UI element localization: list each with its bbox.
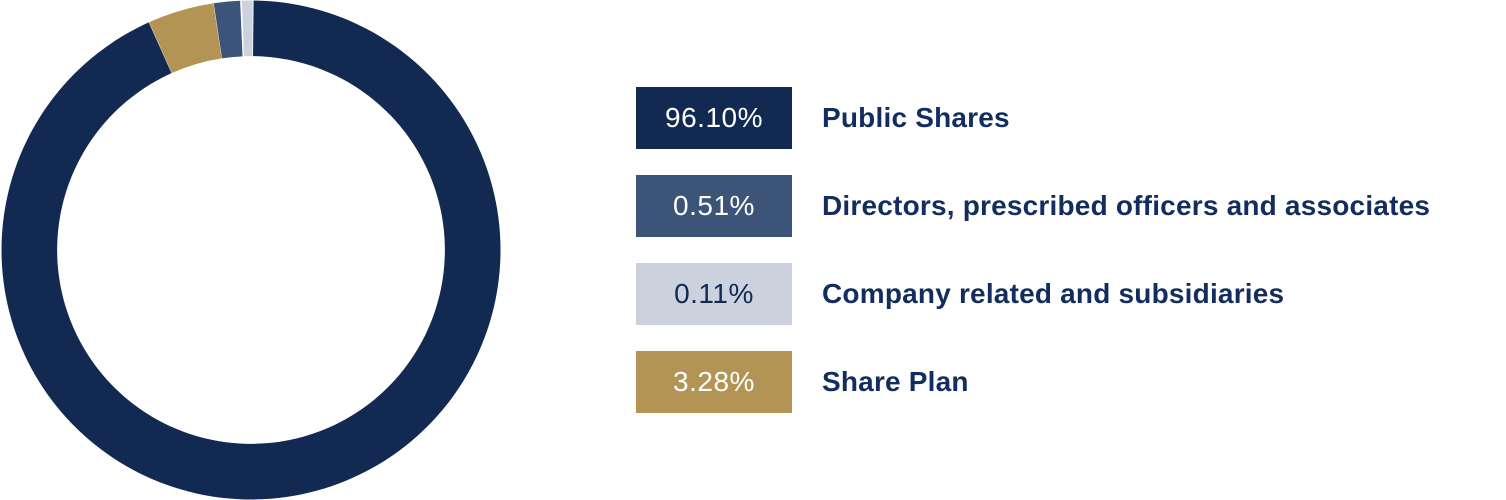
legend-label: Company related and subsidiaries <box>822 278 1285 309</box>
donut-slice-3 <box>149 3 222 74</box>
donut-slice-1 <box>213 0 243 59</box>
legend-label: Public Shares <box>822 102 1010 133</box>
legend-value-badge: 0.51% <box>636 175 792 237</box>
legend-value-badge: 3.28% <box>636 351 792 413</box>
legend-value-badge: 96.10% <box>636 87 792 149</box>
legend-label: Share Plan <box>822 366 969 397</box>
legend-label: Directors, prescribed officers and assoc… <box>822 190 1431 221</box>
donut-chart <box>0 0 502 500</box>
chart-legend: 96.10% Public Shares 0.51% Directors, pr… <box>636 87 1430 413</box>
donut-slice-0 <box>1 0 501 500</box>
donut-chart-svg <box>1 0 501 500</box>
legend-row-public-shares: 96.10% Public Shares <box>636 87 1430 149</box>
legend-row-company-related: 0.11% Company related and subsidiaries <box>636 263 1430 325</box>
legend-row-directors: 0.51% Directors, prescribed officers and… <box>636 175 1430 237</box>
legend-value-badge: 0.11% <box>636 263 792 325</box>
legend-row-share-plan: 3.28% Share Plan <box>636 351 1430 413</box>
donut-slice-2 <box>241 0 253 57</box>
